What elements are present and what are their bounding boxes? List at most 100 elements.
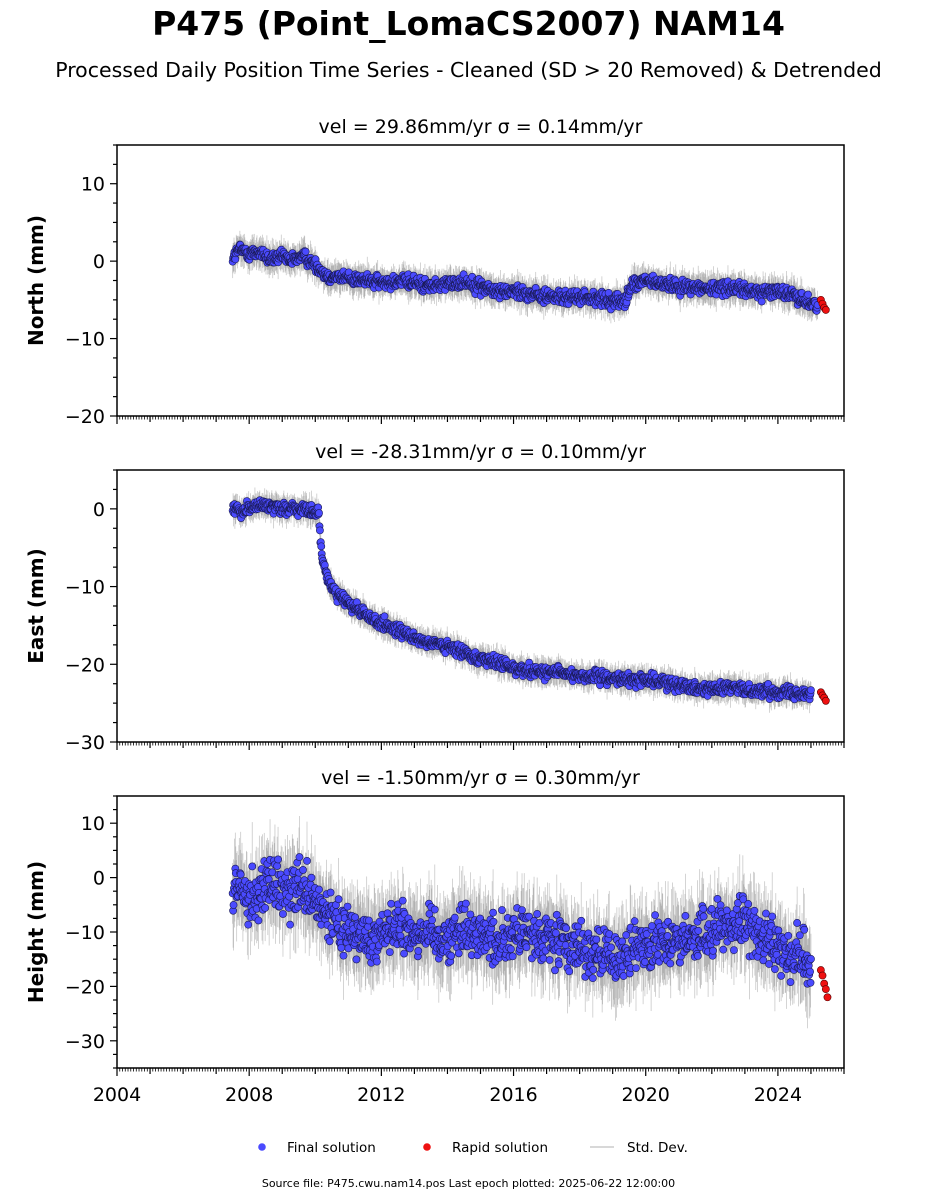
- final-point: [254, 916, 263, 925]
- final-point: [793, 919, 802, 927]
- final-point: [307, 873, 316, 882]
- x-tick-label: 2004: [93, 1084, 141, 1106]
- final-point: [551, 966, 559, 975]
- final-point: [364, 916, 373, 925]
- final-point: [450, 913, 459, 922]
- final-point: [326, 888, 335, 897]
- rapid-point: [821, 696, 830, 705]
- final-point: [299, 866, 307, 874]
- legend-label-stddev: Std. Dev.: [627, 1140, 688, 1156]
- final-point: [385, 948, 394, 957]
- final-point: [744, 900, 753, 908]
- final-point: [229, 901, 238, 909]
- final-point: [653, 950, 662, 959]
- final-point: [807, 686, 815, 695]
- final-point: [641, 958, 649, 966]
- final-point: [380, 612, 389, 621]
- final-point: [589, 965, 598, 974]
- final-point: [765, 960, 774, 968]
- final-point: [248, 862, 257, 871]
- final-point: [317, 542, 326, 551]
- final-point: [592, 935, 601, 944]
- y-tick-label: 10: [81, 174, 105, 196]
- legend-swatch-final: [258, 1143, 266, 1151]
- x-axis: [116, 742, 845, 750]
- rapid-point: [818, 971, 827, 980]
- final-point: [709, 946, 717, 955]
- y-tick-label: −20: [65, 976, 105, 998]
- final-point: [398, 896, 407, 905]
- final-point: [768, 912, 777, 921]
- final-point: [607, 943, 615, 952]
- final-point: [565, 967, 574, 976]
- final-point: [807, 955, 815, 963]
- legend-label-rapid: Rapid solution: [452, 1140, 548, 1156]
- final-point: [508, 952, 517, 961]
- final-point: [774, 926, 783, 935]
- final-point: [352, 955, 361, 964]
- final-point: [462, 899, 470, 908]
- page-title: P475 (Point_LomaCS2007) NAM14: [152, 4, 785, 43]
- final-point: [719, 945, 728, 954]
- final-point: [466, 910, 475, 919]
- final-point: [506, 945, 515, 954]
- y-tick-label: 0: [93, 499, 105, 521]
- final-point: [630, 917, 639, 925]
- final-points: [228, 240, 822, 315]
- panel-title: vel = -28.31mm/yr σ = 0.10mm/yr: [315, 441, 646, 463]
- final-point: [555, 960, 563, 969]
- y-axis-label: East (mm): [24, 548, 48, 664]
- y-axis-label: Height (mm): [24, 861, 48, 1003]
- final-point: [806, 967, 814, 976]
- final-point: [315, 885, 323, 894]
- final-point: [713, 894, 722, 903]
- final-point: [454, 949, 463, 958]
- x-axis: [116, 416, 845, 424]
- y-tick-label: 0: [93, 868, 105, 890]
- final-point: [716, 901, 725, 910]
- page-subtitle: Processed Daily Position Time Series - C…: [55, 58, 882, 82]
- final-point: [806, 978, 815, 987]
- final-point: [279, 910, 287, 918]
- final-point: [320, 561, 329, 569]
- x-tick-label: 2016: [489, 1084, 537, 1106]
- y-tick-label: −10: [65, 577, 105, 599]
- final-point: [770, 965, 779, 974]
- final-point: [757, 297, 766, 306]
- final-point: [295, 853, 304, 861]
- final-point: [301, 247, 310, 256]
- final-point: [498, 906, 506, 914]
- rapid-point: [823, 993, 832, 1002]
- final-point: [286, 920, 294, 929]
- final-points: [228, 496, 815, 704]
- x-axis: 2004 2008 2012 2016 2020 2024: [93, 1068, 845, 1106]
- y-axis: −30 −20 −10 0 10: [65, 795, 117, 1069]
- legend-swatch-rapid: [423, 1143, 431, 1151]
- final-point: [552, 910, 561, 919]
- final-point: [236, 870, 245, 879]
- final-points: [228, 853, 815, 988]
- final-point: [261, 903, 270, 912]
- final-point: [588, 974, 597, 983]
- rapid-point: [821, 985, 830, 994]
- final-point: [525, 912, 534, 921]
- y-tick-label: 0: [93, 251, 105, 273]
- y-tick-label: −20: [65, 654, 105, 676]
- rapid-points: [816, 966, 832, 1002]
- final-point: [303, 856, 311, 865]
- final-point: [663, 932, 672, 940]
- final-point: [693, 951, 702, 960]
- final-point: [666, 959, 675, 968]
- final-point: [244, 920, 253, 929]
- rapid-points: [816, 295, 830, 314]
- y-tick-label: −10: [65, 329, 105, 351]
- final-point: [428, 916, 437, 925]
- plot-area: [228, 815, 832, 1029]
- panel-north: vel = 29.86mm/yr σ = 0.14mm/yr North (mm)…: [24, 116, 845, 428]
- final-point: [414, 947, 423, 955]
- final-point: [699, 904, 708, 913]
- final-point: [739, 895, 748, 904]
- y-axis: −30 −20 −10 0: [65, 469, 117, 754]
- panel-title: vel = -1.50mm/yr σ = 0.30mm/yr: [321, 767, 640, 789]
